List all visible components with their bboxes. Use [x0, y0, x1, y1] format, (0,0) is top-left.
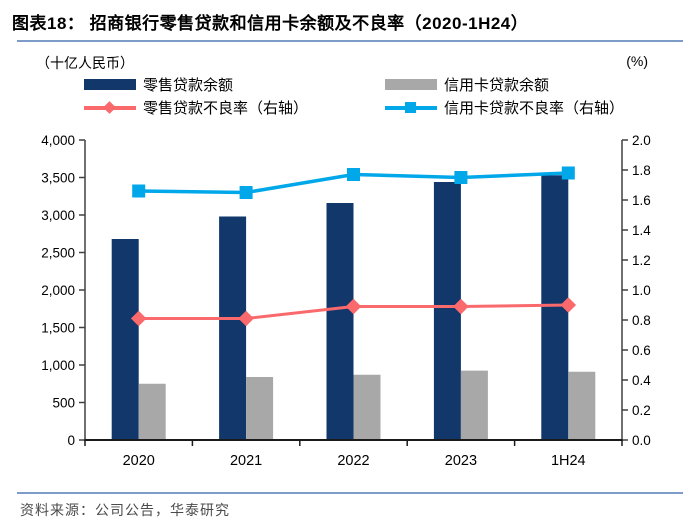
right-tick-label: 0.8 — [632, 313, 651, 328]
bar-retail-2022 — [326, 203, 354, 440]
x-axis-label: 1H24 — [551, 453, 586, 469]
card-balance-swatch — [385, 78, 437, 90]
right-tick-label: 1.6 — [632, 193, 651, 208]
legend-label: 零售贷款不良率（右轴） — [143, 99, 309, 117]
right-tick-label: 0.2 — [632, 403, 651, 418]
right-tick-label: 1.2 — [632, 253, 651, 268]
footer-divider — [17, 492, 683, 494]
x-axis-label: 2022 — [337, 453, 369, 469]
x-axis-label: 2023 — [445, 453, 477, 469]
figure-title: 图表18： 招商银行零售贷款和信用卡余额及不良率（2020-1H24） — [12, 14, 529, 33]
left-tick-label: 4,000 — [41, 133, 75, 148]
left-tick-label: 3,000 — [41, 208, 75, 223]
chart-svg: 0 500 1,000 1,500 2,000 2,500 3,000 3,500 4,000 0… — [41, 133, 651, 469]
retail-npl-point-2020 — [130, 310, 147, 327]
legend-label: 信用卡贷款不良率（右轴） — [444, 99, 625, 117]
bar-retail-2021 — [219, 216, 247, 440]
legend-label: 信用卡贷款余额 — [444, 76, 550, 94]
left-tick-label: 1,500 — [41, 321, 75, 336]
bar-retail-2023 — [433, 182, 461, 440]
left-tick-label: 2,000 — [41, 283, 75, 298]
left-tick-label: 1,000 — [41, 358, 75, 373]
card-npl-point-1H24 — [561, 166, 575, 180]
chart-area: 0 500 1,000 1,500 2,000 2,500 3,000 3,500 4,000 0… — [0, 125, 700, 477]
right-axis-unit: (%) — [626, 53, 648, 69]
retail-npl-swatch — [84, 100, 136, 114]
left-tick-label: 500 — [52, 396, 75, 411]
square-marker-icon — [405, 101, 416, 113]
right-tick-label: 1.4 — [632, 223, 651, 238]
left-tick-label: 2,500 — [41, 246, 75, 261]
right-tick-label: 0.0 — [632, 433, 651, 448]
bar-card-2021 — [246, 377, 274, 440]
x-axis-label: 2021 — [230, 453, 262, 469]
legend-item-card-balance: 信用卡贷款余额 — [385, 74, 549, 94]
x-axis-label: 2020 — [123, 453, 155, 469]
legend-item-card-npl: 信用卡贷款不良率（右轴） — [385, 97, 624, 117]
bar-card-2023 — [460, 370, 488, 440]
left-tick-label: 0 — [67, 433, 75, 448]
legend-item-retail-npl: 零售贷款不良率（右轴） — [84, 97, 308, 117]
retail-balance-swatch — [84, 78, 136, 90]
legend-item-retail-balance: 零售贷款余额 — [84, 74, 233, 94]
card-npl-point-2022 — [347, 168, 360, 181]
diamond-marker-icon — [103, 100, 116, 114]
right-tick-label: 0.4 — [632, 373, 651, 388]
right-tick-label: 1.8 — [632, 163, 651, 178]
bar-retail-2020 — [111, 239, 139, 440]
title-divider — [17, 40, 683, 42]
bar-card-2022 — [353, 374, 381, 440]
bar-card-1H24 — [568, 371, 596, 440]
right-tick-label: 0.6 — [632, 343, 651, 358]
right-tick-label: 1.0 — [632, 283, 651, 298]
retail-npl-point-2021 — [238, 310, 254, 327]
card-npl-swatch — [385, 100, 437, 114]
card-npl-point-2020 — [132, 184, 146, 198]
right-tick-label: 2.0 — [632, 133, 651, 148]
legend-label: 零售贷款余额 — [143, 76, 234, 94]
card-npl-point-2023 — [454, 171, 468, 184]
left-axis-unit: （十亿人民币） — [36, 55, 134, 71]
left-tick-label: 3,500 — [41, 171, 75, 186]
bar-card-2020 — [138, 383, 166, 440]
card-npl-point-2021 — [239, 186, 253, 199]
source-note: 资料来源：公司公告，华泰研究 — [20, 504, 230, 519]
